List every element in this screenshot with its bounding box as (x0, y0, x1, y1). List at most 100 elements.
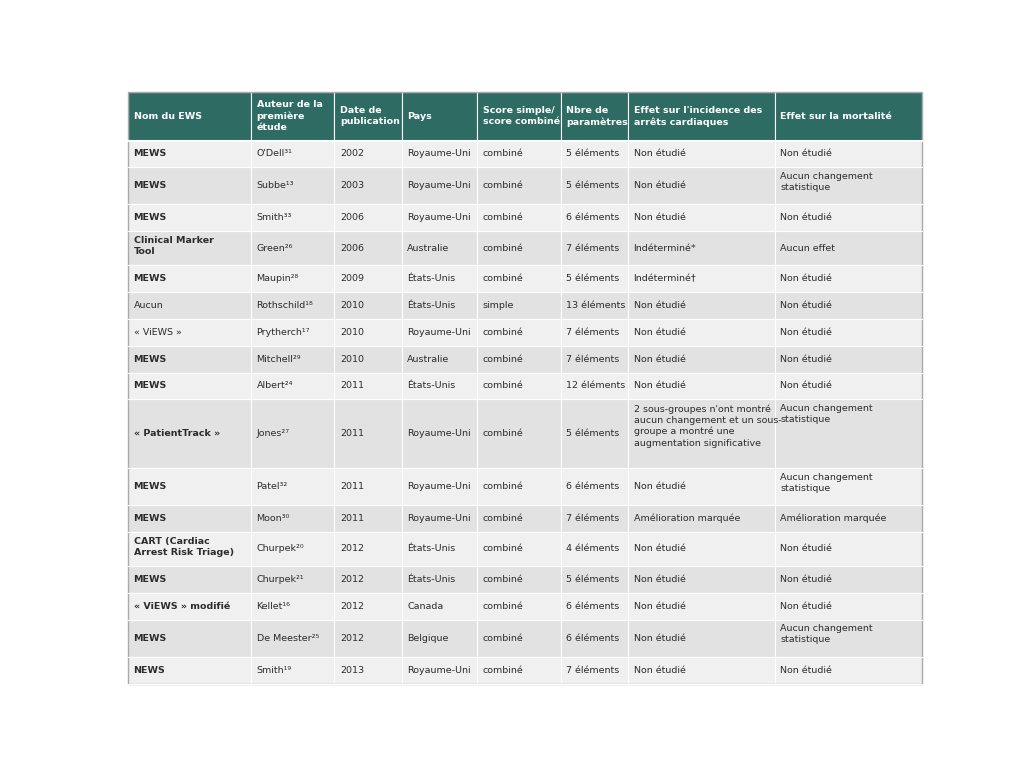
Bar (628, 346, 775, 372)
Text: Kellet¹⁶: Kellet¹⁶ (257, 601, 291, 611)
Text: Royaume-Uni: Royaume-Uni (408, 666, 471, 674)
Bar (477, 593, 560, 620)
Text: Royaume-Uni: Royaume-Uni (408, 181, 471, 190)
Bar (251, 372, 334, 399)
Text: Amélioration marquée: Amélioration marquée (780, 514, 887, 523)
Bar (334, 167, 401, 204)
Text: Non étudié: Non étudié (780, 666, 833, 674)
Text: simple: simple (482, 301, 514, 310)
Bar (775, 657, 922, 684)
Text: Non étudié: Non étudié (780, 150, 833, 158)
Text: Aucun changement
statistique: Aucun changement statistique (780, 472, 873, 492)
Text: 6 éléments: 6 éléments (566, 482, 620, 491)
Bar (477, 319, 560, 346)
Bar (128, 372, 251, 399)
Bar (128, 593, 251, 620)
Bar (334, 468, 401, 505)
Text: Pays: Pays (408, 112, 432, 121)
Text: Non étudié: Non étudié (780, 382, 833, 390)
Bar (775, 468, 922, 505)
Text: États-Unis: États-Unis (408, 545, 456, 554)
Text: Non étudié: Non étudié (634, 575, 685, 584)
Text: Royaume-Uni: Royaume-Uni (408, 328, 471, 337)
Text: Non étudié: Non étudié (634, 150, 685, 158)
Text: combiné: combiné (482, 482, 523, 491)
Text: NEWS: NEWS (133, 666, 165, 674)
Bar (628, 566, 775, 593)
Bar (251, 593, 334, 620)
Text: 2012: 2012 (340, 575, 364, 584)
Bar (775, 167, 922, 204)
Bar (560, 167, 628, 204)
Text: « ViEWS » modifié: « ViEWS » modifié (133, 601, 229, 611)
Bar (334, 204, 401, 231)
Bar (560, 266, 628, 293)
Bar (401, 293, 477, 319)
Text: 2003: 2003 (340, 181, 364, 190)
Text: Aucun effet: Aucun effet (780, 244, 836, 253)
Text: Maupin²⁸: Maupin²⁸ (257, 274, 299, 283)
Bar (775, 531, 922, 566)
Bar (128, 346, 251, 372)
Text: Belgique: Belgique (408, 634, 449, 643)
Text: Churpek²⁰: Churpek²⁰ (257, 545, 304, 554)
Bar (334, 399, 401, 468)
Text: combiné: combiné (482, 214, 523, 223)
Text: combiné: combiné (482, 634, 523, 643)
Bar (477, 204, 560, 231)
Text: Non étudié: Non étudié (634, 545, 685, 554)
Text: Australie: Australie (408, 355, 450, 364)
Bar (401, 204, 477, 231)
Bar (628, 468, 775, 505)
Bar (775, 399, 922, 468)
Text: combiné: combiné (482, 666, 523, 674)
Text: 2006: 2006 (340, 214, 364, 223)
Bar (775, 92, 922, 141)
Bar (477, 231, 560, 266)
Text: Indéterminé†: Indéterminé† (634, 274, 696, 283)
Bar (560, 593, 628, 620)
Text: 7 éléments: 7 éléments (566, 328, 620, 337)
Bar (334, 141, 401, 167)
Bar (334, 293, 401, 319)
Text: Nom du EWS: Nom du EWS (133, 112, 202, 121)
Text: 7 éléments: 7 éléments (566, 666, 620, 674)
Bar (401, 372, 477, 399)
Text: Aucun changement
statistique: Aucun changement statistique (780, 172, 873, 192)
Bar (334, 92, 401, 141)
Text: combiné: combiné (482, 244, 523, 253)
Text: combiné: combiné (482, 601, 523, 611)
Bar (128, 266, 251, 293)
Bar (401, 593, 477, 620)
Text: MEWS: MEWS (133, 482, 167, 491)
Text: 6 éléments: 6 éléments (566, 634, 620, 643)
Text: MEWS: MEWS (133, 214, 167, 223)
Text: Auteur de la
première
étude: Auteur de la première étude (257, 101, 323, 132)
Bar (251, 293, 334, 319)
Bar (775, 319, 922, 346)
Text: Non étudié: Non étudié (634, 181, 685, 190)
Bar (775, 372, 922, 399)
Text: Royaume-Uni: Royaume-Uni (408, 482, 471, 491)
Text: Indéterminé*: Indéterminé* (634, 244, 696, 253)
Bar (628, 266, 775, 293)
Text: Non étudié: Non étudié (634, 634, 685, 643)
Bar (628, 319, 775, 346)
Text: 2012: 2012 (340, 545, 364, 554)
Text: Non étudié: Non étudié (634, 301, 685, 310)
Text: Subbe¹³: Subbe¹³ (257, 181, 294, 190)
Text: Royaume-Uni: Royaume-Uni (408, 514, 471, 523)
Text: Albert²⁴: Albert²⁴ (257, 382, 293, 390)
Text: 2010: 2010 (340, 328, 364, 337)
Bar (128, 505, 251, 531)
Bar (401, 620, 477, 657)
Text: Non étudié: Non étudié (634, 355, 685, 364)
Text: Non étudié: Non étudié (634, 328, 685, 337)
Bar (334, 657, 401, 684)
Bar (628, 293, 775, 319)
Bar (775, 266, 922, 293)
Bar (334, 566, 401, 593)
Bar (401, 399, 477, 468)
Text: 5 éléments: 5 éléments (566, 150, 620, 158)
Text: 2009: 2009 (340, 274, 364, 283)
